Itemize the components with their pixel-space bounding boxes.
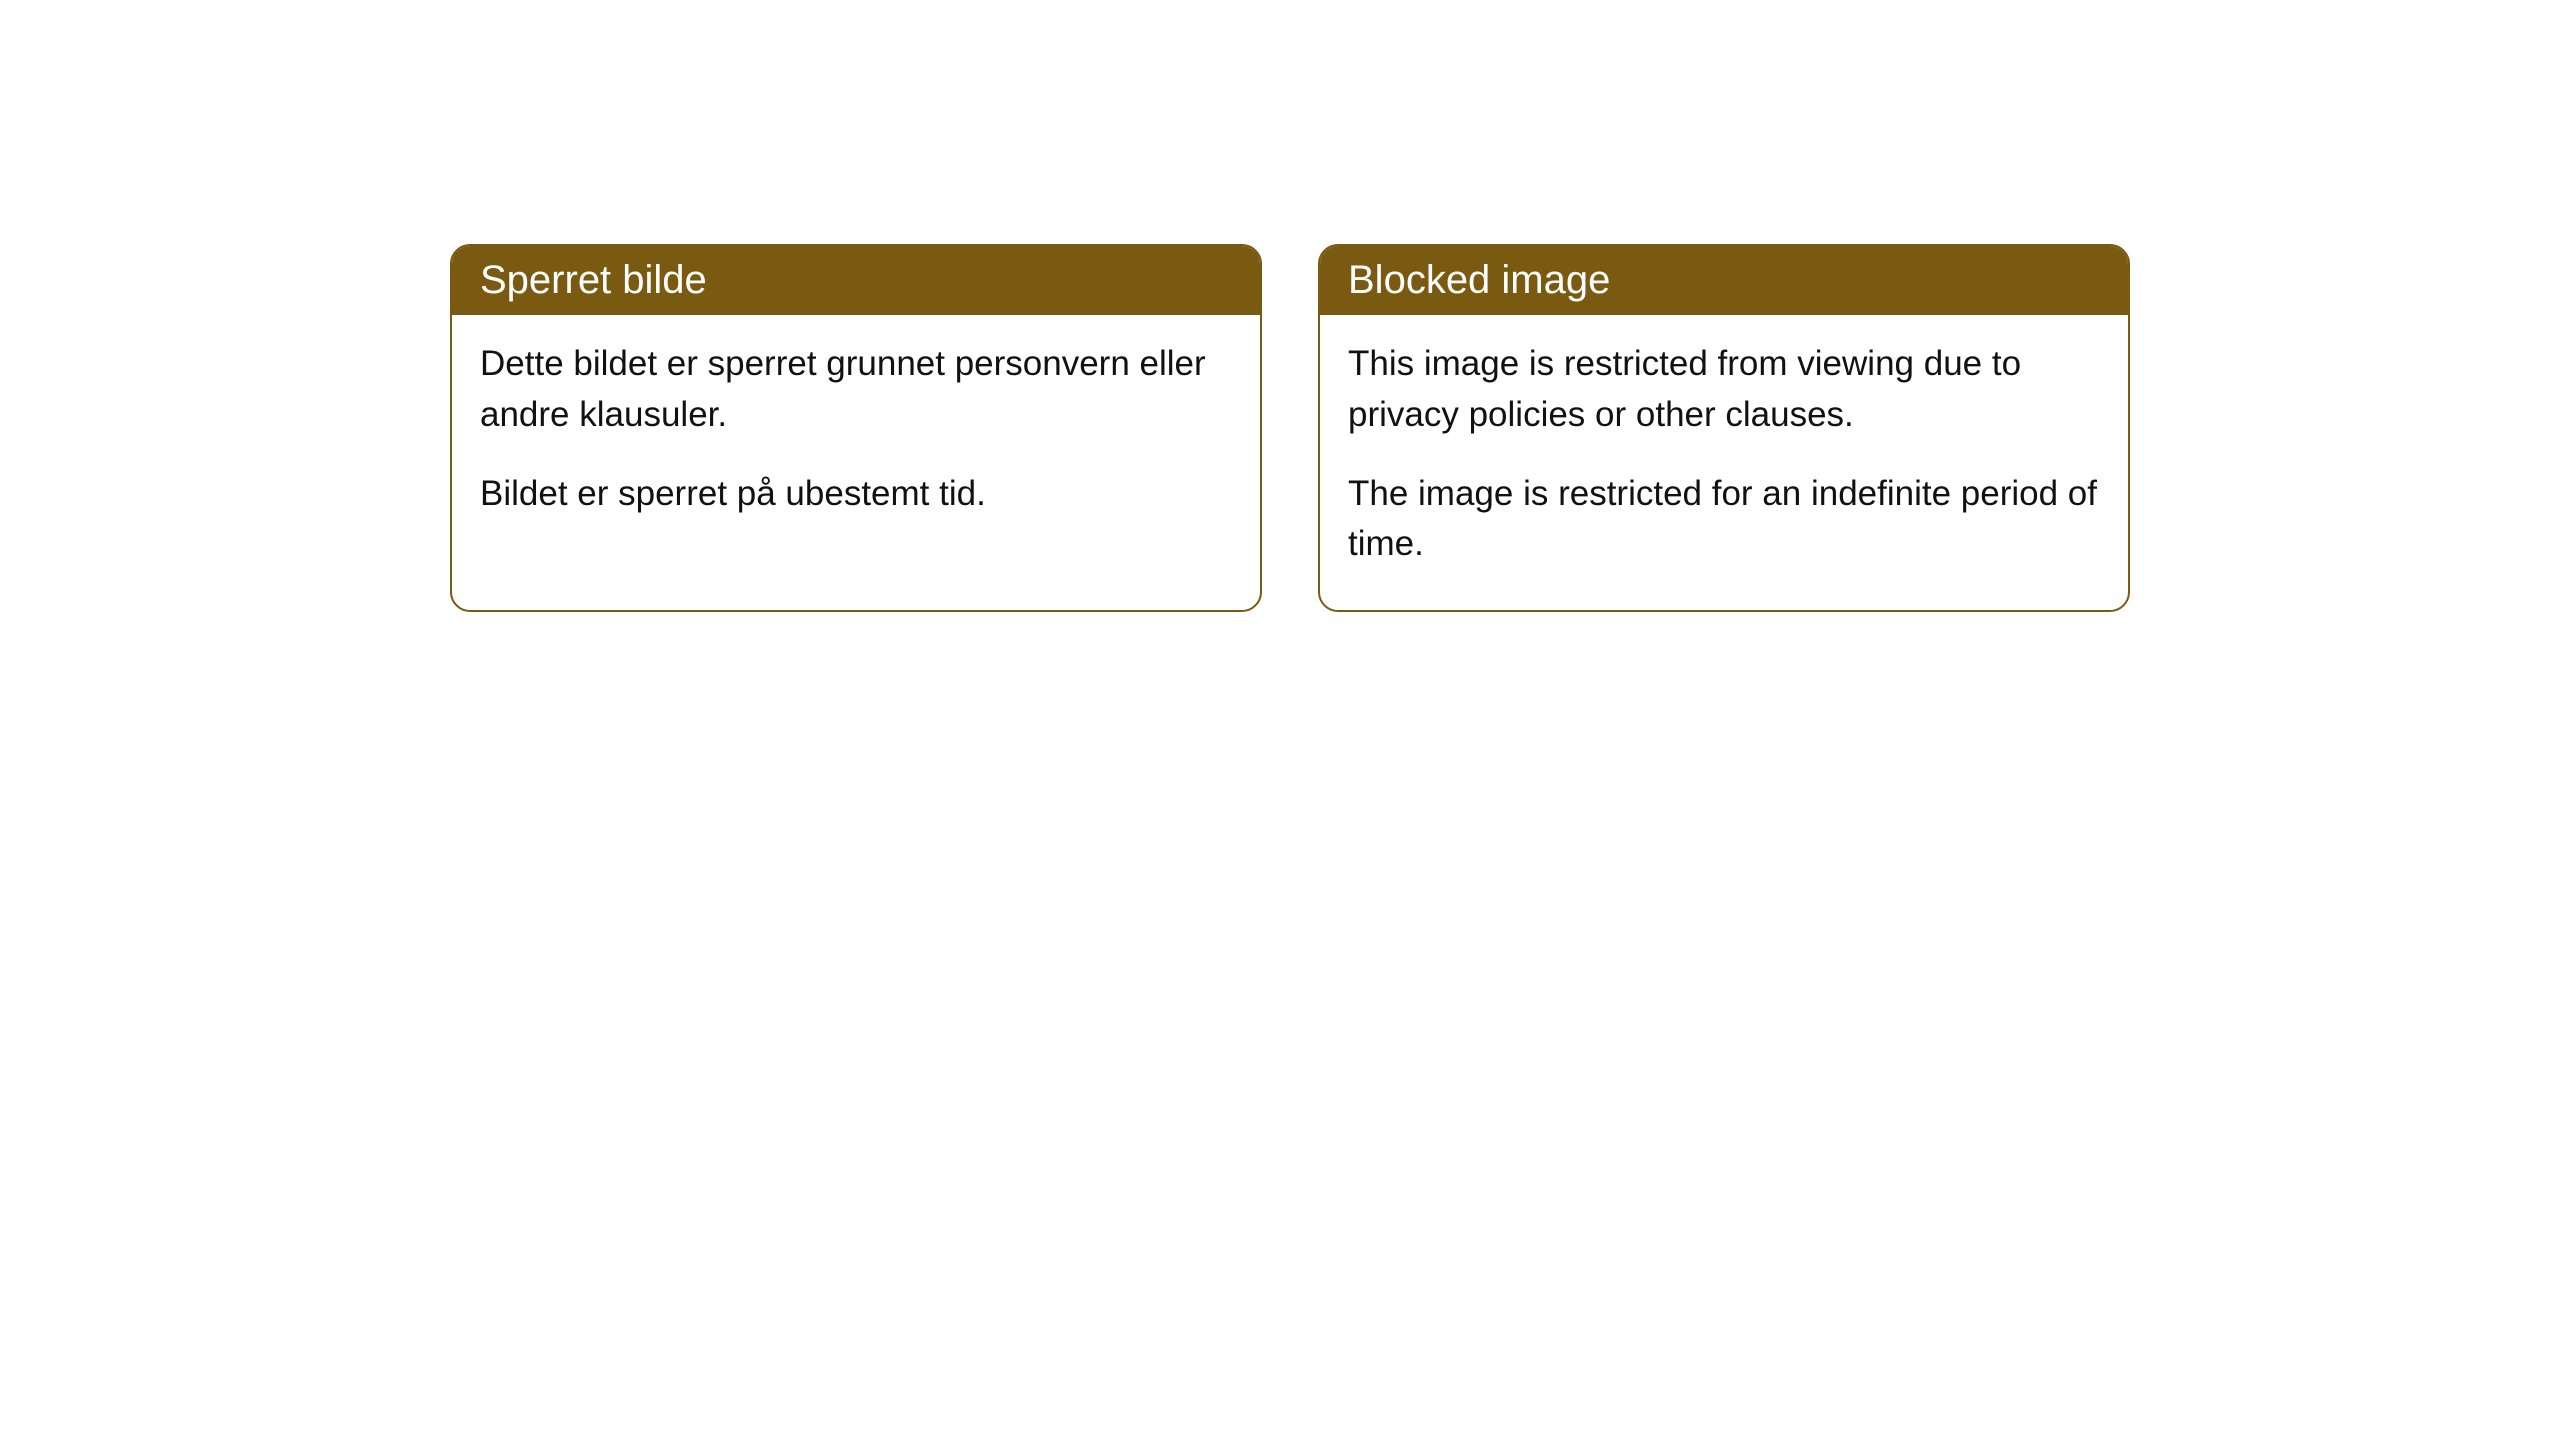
notice-card-norwegian: Sperret bilde Dette bildet er sperret gr… — [450, 244, 1262, 612]
card-header: Blocked image — [1320, 246, 2128, 315]
card-paragraph: This image is restricted from viewing du… — [1348, 339, 2100, 441]
card-title: Blocked image — [1348, 258, 1610, 302]
notice-card-english: Blocked image This image is restricted f… — [1318, 244, 2130, 612]
card-paragraph: Bildet er sperret på ubestemt tid. — [480, 469, 1232, 520]
card-body: Dette bildet er sperret grunnet personve… — [452, 315, 1260, 559]
notice-container: Sperret bilde Dette bildet er sperret gr… — [450, 244, 2130, 612]
card-paragraph: Dette bildet er sperret grunnet personve… — [480, 339, 1232, 441]
card-title: Sperret bilde — [480, 258, 707, 302]
card-header: Sperret bilde — [452, 246, 1260, 315]
card-paragraph: The image is restricted for an indefinit… — [1348, 469, 2100, 571]
card-body: This image is restricted from viewing du… — [1320, 315, 2128, 610]
